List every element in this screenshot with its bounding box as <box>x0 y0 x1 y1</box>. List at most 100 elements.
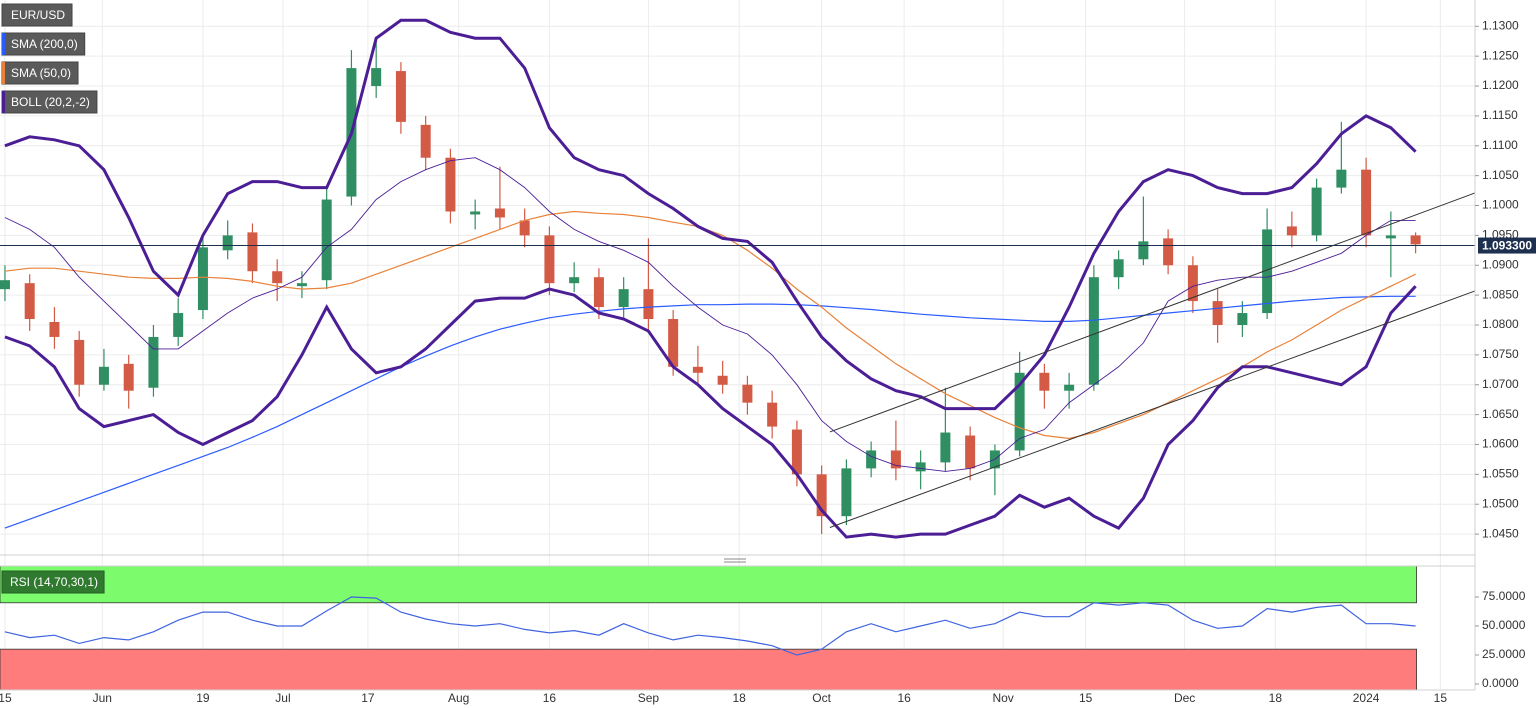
candle-body <box>1361 169 1372 236</box>
candle-body <box>1311 187 1322 236</box>
x-tick-label: Jul <box>275 691 290 705</box>
last-price-box <box>1478 237 1536 254</box>
y-tick-label: 1.1300 <box>1482 18 1519 32</box>
candle-body <box>420 124 431 158</box>
y-tick-label: 1.1000 <box>1482 198 1519 212</box>
trendline <box>829 290 1476 528</box>
candle-body <box>569 277 580 284</box>
candle-body <box>890 450 901 469</box>
candle-body <box>618 289 629 308</box>
y-tick-label: 1.0850 <box>1482 287 1519 301</box>
candle-body <box>1113 259 1124 278</box>
x-tick-label: Nov <box>992 691 1013 705</box>
y-tick-label: 1.0550 <box>1482 467 1519 481</box>
y-tick-label: 1.1150 <box>1482 108 1518 122</box>
candle-body <box>222 235 233 251</box>
candle-body <box>1410 235 1421 245</box>
candle-body <box>49 322 60 337</box>
candle-body <box>445 157 456 212</box>
trendline <box>829 192 1476 433</box>
y-tick-label: 1.1050 <box>1482 168 1519 182</box>
legend-label: RSI (14,70,30,1) <box>10 575 98 589</box>
candle-body <box>1163 238 1174 266</box>
x-tick-label: 16 <box>897 691 911 705</box>
candle-body <box>371 68 382 87</box>
candle-body <box>866 450 877 469</box>
x-tick-label: 18 <box>732 691 746 705</box>
legend-swatch <box>2 91 5 113</box>
candle-body <box>593 277 604 308</box>
candle-body <box>1336 169 1347 188</box>
marks <box>0 18 1476 691</box>
candle-body <box>123 363 134 391</box>
x-tick-label: 2024 <box>1353 691 1380 705</box>
y-tick-label: 1.1200 <box>1482 78 1519 92</box>
candle-body <box>643 289 654 320</box>
legend-label: SMA (50,0) <box>11 66 71 80</box>
x-tick-label: Jun <box>93 691 112 705</box>
candle-body <box>791 429 802 475</box>
x-tick-label: 15 <box>1079 691 1093 705</box>
sma-line <box>4 295 1416 529</box>
candle-body <box>915 462 926 472</box>
x-tick-label: Sep <box>638 691 660 705</box>
candle-body <box>1385 235 1396 239</box>
candle-body <box>1039 372 1050 391</box>
candle-body <box>0 280 10 290</box>
legend-label: BOLL (20,2,-2) <box>11 95 90 109</box>
candle-body <box>841 468 852 517</box>
candle-body <box>98 366 109 385</box>
candle-body <box>1212 301 1223 325</box>
labels: 15 Jun 19 Jul 17 Aug 16 Sep 18 Oct 16 Nov 15 Dec 18 202… <box>0 3 1536 705</box>
candle-body <box>1088 277 1099 385</box>
candle-body <box>197 247 208 311</box>
oversold-zone <box>0 648 1418 691</box>
legend-box[interactable] <box>1 3 73 27</box>
x-tick-label: Dec <box>1174 691 1195 705</box>
x-tick-label: Oct <box>812 691 831 705</box>
x-tick-label: 17 <box>361 691 375 705</box>
candle-body <box>940 432 951 463</box>
candle-body <box>148 336 159 388</box>
legend-swatch <box>2 62 5 84</box>
candle-body <box>692 366 703 373</box>
candle-body <box>1064 384 1075 391</box>
x-tick-label: Aug <box>448 691 469 705</box>
candle-body <box>74 339 85 385</box>
candle-body <box>1014 372 1025 451</box>
x-tick-label: 18 <box>1269 691 1283 705</box>
candle-body <box>24 283 35 320</box>
candle-body <box>816 474 827 517</box>
x-tick-label: 16 <box>543 691 557 705</box>
y-tick-label: 1.0600 <box>1482 437 1519 451</box>
y-tick-label: 75.0000 <box>1482 589 1526 603</box>
candle-body <box>1286 226 1297 236</box>
y-tick-label: 1.0750 <box>1482 347 1519 361</box>
y-tick-label: 1.0450 <box>1482 526 1519 540</box>
y-tick-label: 1.1250 <box>1482 48 1519 62</box>
boll-middle <box>4 157 1416 472</box>
y-tick-label: 1.0650 <box>1482 407 1519 421</box>
boll-upper <box>4 18 1417 411</box>
candle-body <box>742 384 753 403</box>
x-tick-label: 19 <box>196 691 210 705</box>
candle-body <box>247 232 258 272</box>
candle-body <box>321 199 332 281</box>
candle-body <box>470 211 481 215</box>
candle-body <box>173 313 184 337</box>
panel-resize-grip[interactable] <box>724 558 746 563</box>
rsi-line <box>4 596 1416 656</box>
y-tick-label: 1.0900 <box>1482 257 1519 271</box>
candle-body <box>395 71 406 122</box>
y-tick-label: 0.0000 <box>1482 676 1519 690</box>
candle-body <box>767 402 778 427</box>
candle-body <box>1262 229 1273 314</box>
legend-box[interactable] <box>1 570 105 594</box>
y-tick-label: 1.0800 <box>1482 317 1519 331</box>
last-price-label: 1.093300 <box>1482 239 1532 253</box>
legend-label: EUR/USD <box>11 8 65 22</box>
candle-body <box>1237 313 1248 325</box>
candle-body <box>717 375 728 385</box>
